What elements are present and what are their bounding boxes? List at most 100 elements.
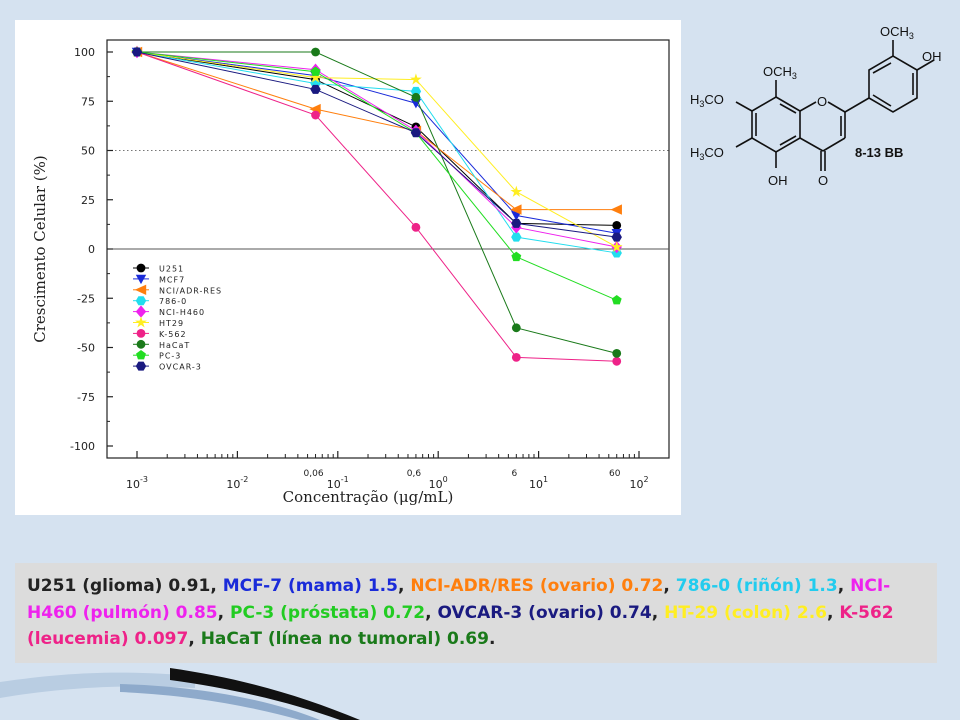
- legend-marker: [135, 296, 147, 306]
- caption-part: ,: [397, 576, 411, 596]
- data-point: [612, 349, 622, 358]
- x-tick-label: 10-2: [226, 475, 248, 491]
- series-line: [137, 51, 617, 354]
- data-point: [612, 220, 622, 230]
- caption-part: NCI-H460 (pulmón) 0.85: [27, 576, 891, 623]
- x-tick-exponent: -3: [140, 475, 148, 484]
- carbonyl-oxygen-label: O: [818, 173, 828, 188]
- caption-part: ,: [837, 576, 851, 596]
- series-nci-adr-res: [130, 46, 622, 215]
- y-tick-label: 0: [88, 243, 95, 256]
- caption-part: MCF-7 (mama) 1.5: [222, 576, 398, 596]
- y-tick-label: 100: [74, 46, 95, 59]
- caption-part: ,: [663, 576, 676, 596]
- series-u251: [132, 47, 622, 230]
- data-point: [610, 240, 623, 253]
- legend-marker: [134, 284, 147, 295]
- x-tick-label: 101: [529, 475, 548, 491]
- chemical-structure: OCH3 OH OCH3 O H3CO H3CO OH O 8-13 BB: [684, 18, 946, 198]
- x-axis-title: Concentração (μg/mL): [283, 488, 454, 506]
- x-tick-base: 10: [629, 478, 643, 491]
- data-point: [411, 222, 421, 232]
- oh-bottom-label: OH: [768, 173, 788, 188]
- data-point: [411, 92, 421, 102]
- series-line: [136, 51, 617, 248]
- legend-label: PC-3: [159, 352, 181, 361]
- y-tick-label: 50: [81, 145, 95, 158]
- data-point: [510, 204, 522, 215]
- y-tick-label: 75: [81, 95, 95, 108]
- h3co-lower-label: H3CO: [690, 145, 724, 162]
- series-line: [136, 51, 617, 301]
- data-point: [410, 99, 422, 109]
- data-point: [511, 352, 521, 362]
- legend-label: NCI-H460: [159, 308, 205, 317]
- caption-part: .: [488, 629, 496, 649]
- data-point: [511, 211, 522, 221]
- data-point: [131, 47, 143, 57]
- legend-label: NCI/ADR-RES: [159, 286, 222, 295]
- x-tick-exponent: 2: [643, 475, 648, 484]
- swoosh-mid: [120, 684, 320, 720]
- x-tick-label: 100: [429, 475, 448, 491]
- och3-top-label: OCH3: [880, 24, 914, 41]
- series-pc-3: [132, 46, 622, 305]
- ring-o-bond: [799, 101, 817, 112]
- x-tick-exponent: 0: [443, 475, 448, 484]
- x-tick-label: 102: [629, 475, 648, 491]
- oh-right-label: OH: [922, 49, 942, 64]
- x-tick-label: 10-3: [126, 475, 148, 491]
- data-point: [311, 47, 320, 57]
- series-ovcar-3: [131, 47, 622, 242]
- x-tick-exponent: 1: [543, 475, 548, 484]
- data-point: [410, 73, 422, 85]
- y-tick-label: -100: [70, 440, 95, 453]
- caption-part: HT-29 (colon) 2.6: [664, 602, 827, 623]
- dose-label: 0,06: [304, 469, 324, 479]
- data-point: [410, 128, 422, 138]
- data-point: [510, 185, 523, 197]
- data-point: [611, 232, 622, 242]
- swoosh-dark: [170, 668, 360, 720]
- y-axis-title: Crescimento Celular (%): [31, 155, 49, 342]
- decorative-swoosh: [0, 668, 360, 720]
- chart-panel: 100 75 50 25 0 -25 -50 -75 -100 10-3 10-2 10-1 100 10…: [15, 20, 681, 515]
- caption-part: K-562 (leucemia) 0.097: [27, 602, 894, 650]
- legend-marker: [136, 263, 146, 273]
- ring-b: [868, 55, 918, 113]
- legend-marker: [135, 274, 147, 285]
- legend-label: K-562: [159, 330, 187, 339]
- y-tick-label: -75: [77, 391, 95, 404]
- series-line: [136, 51, 617, 226]
- ring-a: [751, 96, 801, 153]
- legend-marker: [136, 329, 146, 338]
- caption-part: ,: [217, 602, 231, 623]
- dose-label: 6: [511, 469, 517, 479]
- caption-part: NCI-ADR/RES (ovario) 0.72: [410, 576, 664, 596]
- legend-marker: [135, 316, 147, 328]
- series-line: [136, 51, 617, 362]
- legend-label: OVCAR-3: [159, 363, 202, 372]
- legend-label: HT29: [159, 319, 184, 328]
- caption-part: ,: [210, 576, 223, 596]
- series-hacat: [132, 47, 622, 358]
- data-point: [511, 251, 522, 262]
- compound-label: 8-13 BB: [855, 145, 903, 160]
- och3-mid-label: OCH3: [763, 64, 797, 81]
- data-point: [511, 323, 521, 333]
- ic50-caption: U251 (glioma) 0.91, MCF-7 (mama) 1.5, NC…: [15, 563, 937, 663]
- ring-oxygen-label: O: [817, 94, 827, 109]
- caption-part: ,: [425, 602, 438, 623]
- data-point: [511, 218, 522, 228]
- data-point: [310, 84, 321, 94]
- y-tick-label: -50: [77, 342, 95, 355]
- x-tick-exponent: -1: [341, 475, 349, 484]
- x-tick-base: 10: [529, 478, 543, 491]
- legend-marker: [135, 361, 147, 371]
- series-line: [136, 51, 617, 254]
- x-tick-base: 10: [429, 478, 443, 491]
- data-point: [612, 356, 622, 366]
- legend-label: U251: [159, 265, 184, 274]
- data-point: [611, 295, 622, 305]
